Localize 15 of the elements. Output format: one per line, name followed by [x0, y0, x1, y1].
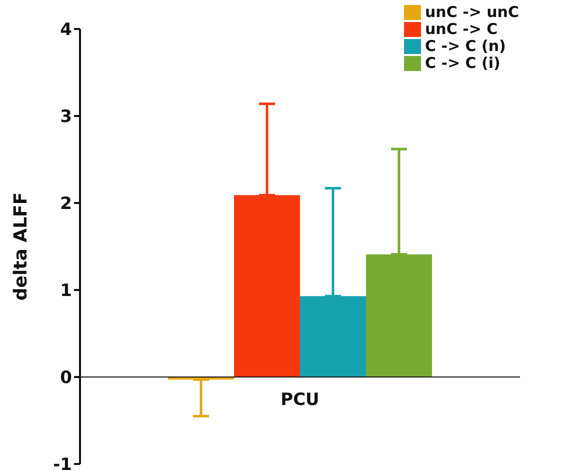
y-tick-label: 4	[60, 20, 72, 40]
bar	[234, 195, 300, 377]
legend-label: C -> C (n)	[425, 37, 506, 55]
y-tick-label: 0	[60, 368, 72, 388]
legend-label: unC -> unC	[425, 3, 519, 21]
legend-label: C -> C (i)	[425, 54, 500, 72]
legend-label: unC -> C	[425, 20, 498, 38]
y-tick-label: -1	[53, 455, 72, 471]
x-tick-label: PCU	[280, 390, 320, 410]
y-tick-label: 3	[60, 107, 72, 128]
bar	[300, 296, 366, 377]
bar	[366, 254, 432, 377]
y-tick-label: 2	[60, 194, 72, 214]
y-tick-label: 1	[60, 281, 72, 302]
y-axis-title: delta ALFF	[10, 192, 32, 301]
